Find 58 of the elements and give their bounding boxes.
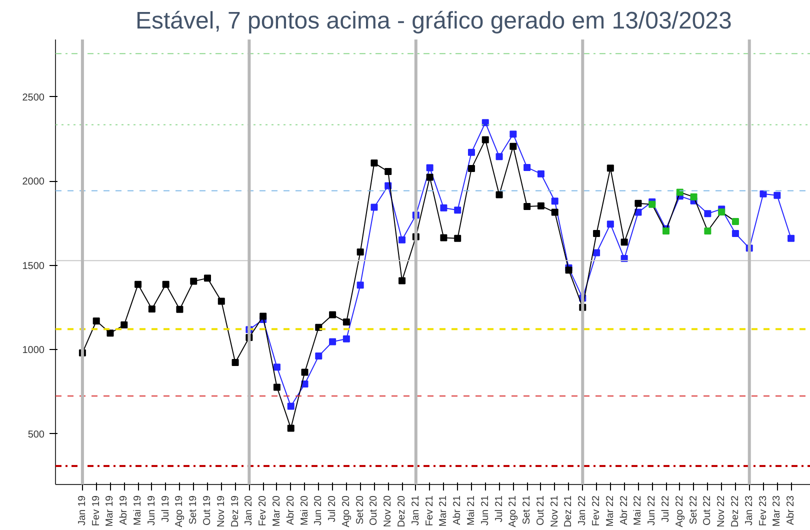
x-tick-label: Jul 21: [494, 495, 505, 522]
x-tick-label: Ago 19: [174, 495, 186, 528]
x-tick-label: Mai 19: [132, 495, 144, 526]
x-tick-label: Jan 23: [744, 495, 755, 526]
x-tick-label: Mar 22: [604, 495, 616, 527]
x-tick-label: Dez 19: [230, 495, 241, 528]
x-tick-label: Jan 20: [244, 495, 255, 526]
x-tick-label: Jun 22: [646, 495, 658, 526]
x-tick-label: Set 20: [354, 495, 366, 524]
x-tick-label: Fev 21: [424, 495, 436, 526]
x-tick-label: Set 19: [188, 495, 200, 524]
x-tick-label: Jun 20: [313, 495, 324, 526]
x-tick-label: Mar 23: [772, 495, 783, 527]
x-tick-label: Nov 21: [549, 495, 560, 528]
x-tick-label: Out 21: [535, 495, 546, 526]
x-tick-label: Out 20: [368, 495, 380, 526]
x-tick-label: Fev 22: [591, 495, 602, 526]
x-tick-label: Abr 22: [618, 495, 630, 525]
x-tick-label: Jun 19: [146, 495, 158, 526]
y-tick-label: 2000: [22, 176, 45, 188]
x-tick-label: Mar 20: [271, 495, 282, 527]
x-tick-label: Ago 22: [674, 495, 686, 528]
x-tick-label: Jan 19: [76, 495, 88, 526]
chart-title: Estável, 7 pontos acima - gráfico gerado em 13/03/2023: [136, 8, 732, 34]
x-tick-label: Dez 20: [396, 495, 408, 528]
x-tick-label: Mai 21: [466, 495, 477, 526]
x-tick-label: Dez 21: [563, 495, 574, 528]
x-tick-label: Abr 21: [452, 495, 464, 525]
x-tick-label: Fev 23: [758, 495, 769, 526]
x-tick-label: Mai 22: [632, 495, 644, 526]
x-tick-label: Jan 22: [577, 495, 588, 526]
x-tick-label: Mar 19: [104, 495, 116, 527]
x-tick-label: Nov 19: [216, 495, 227, 528]
y-tick-label: 1000: [22, 345, 45, 356]
x-tick-label: Mai 20: [299, 495, 310, 526]
x-tick-label: Set 21: [522, 495, 533, 524]
x-tick-label: Ago 20: [340, 495, 352, 528]
x-tick-label: Out 22: [702, 495, 714, 526]
y-tick-label: 2500: [22, 92, 45, 104]
x-tick-label: Nov 20: [382, 495, 394, 528]
x-tick-label: Set 22: [688, 495, 700, 524]
y-tick-label: 500: [28, 429, 45, 440]
x-tick-label: Jul 20: [327, 495, 338, 522]
x-tick-label: Jul 19: [160, 495, 172, 522]
x-tick-label: Out 19: [202, 495, 213, 526]
x-tick-label: Fev 20: [258, 495, 269, 526]
x-tick-label: Abr 19: [118, 495, 130, 525]
x-tick-label: Nov 22: [716, 495, 728, 528]
x-tick-label: Jul 22: [660, 495, 672, 522]
x-tick-label: Dez 22: [730, 495, 741, 528]
x-tick-label: Jun 21: [480, 495, 491, 526]
x-tick-label: Mar 21: [438, 495, 450, 527]
x-tick-label: Fev 19: [90, 495, 102, 526]
y-tick-label: 1500: [22, 260, 45, 272]
x-tick-label: Abr 23: [786, 495, 797, 525]
x-tick-label: Abr 20: [285, 495, 296, 525]
x-tick-label: Jan 21: [410, 495, 422, 526]
x-tick-label: Ago 21: [508, 495, 519, 528]
